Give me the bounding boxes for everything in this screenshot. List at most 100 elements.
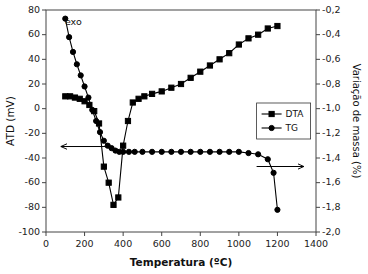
- y-tick: [42, 182, 46, 183]
- point: [217, 149, 222, 154]
- point: [275, 207, 280, 212]
- point: [67, 35, 72, 40]
- point: [140, 149, 145, 154]
- point: [271, 170, 276, 175]
- arrow: [257, 166, 304, 167]
- y-tick: [42, 84, 46, 85]
- point: [236, 42, 241, 47]
- y-tick-label: -40: [24, 152, 40, 163]
- y2-tick: [316, 232, 320, 233]
- point: [126, 149, 131, 154]
- x-tick: [277, 232, 278, 236]
- point: [136, 96, 141, 101]
- y-tick-label: 20: [28, 78, 40, 89]
- annotation: exo: [65, 16, 82, 27]
- arrow: [61, 146, 106, 147]
- point: [74, 62, 79, 67]
- point: [246, 36, 251, 41]
- point: [125, 118, 130, 123]
- point: [130, 100, 135, 105]
- y2-tick-label: -1,6: [322, 176, 341, 187]
- plot-frame: [46, 10, 316, 232]
- y2-tick: [316, 158, 320, 159]
- point: [116, 195, 121, 200]
- x-tick-label: 200: [76, 238, 94, 249]
- y2-tick: [316, 182, 320, 183]
- point: [169, 149, 174, 154]
- x-tick-label: 1000: [227, 238, 251, 249]
- point: [97, 130, 102, 135]
- y-tick: [42, 10, 46, 11]
- y-axis-label: ATD (mV): [4, 96, 16, 146]
- point: [217, 57, 222, 62]
- point: [178, 81, 183, 86]
- point: [256, 32, 261, 37]
- x-tick: [161, 232, 162, 236]
- y-tick: [42, 59, 46, 60]
- point: [198, 69, 203, 74]
- point: [188, 75, 193, 80]
- point: [265, 26, 270, 31]
- y2-tick-label: -1,8: [322, 201, 341, 212]
- legend-marker: [269, 125, 274, 130]
- point: [101, 164, 106, 169]
- point: [207, 149, 212, 154]
- y2-tick-label: -2,0: [322, 226, 341, 237]
- point: [227, 149, 232, 154]
- y-tick: [42, 133, 46, 134]
- y-tick-label: 60: [28, 28, 40, 39]
- point: [142, 94, 147, 99]
- x-tick-label: 600: [153, 238, 171, 249]
- y-tick-label: -80: [24, 201, 40, 212]
- y-tick-label: 0: [34, 102, 40, 113]
- point: [178, 149, 183, 154]
- point: [265, 157, 270, 162]
- y-tick: [42, 108, 46, 109]
- y2-tick-label: -1,4: [322, 152, 341, 163]
- point: [149, 91, 154, 96]
- point: [90, 107, 95, 112]
- x-tick-label: 800: [191, 238, 209, 249]
- y2-tick: [316, 108, 320, 109]
- legend-label: TG: [285, 123, 298, 133]
- x-axis-label: Temperatura (ºC): [130, 256, 232, 268]
- point: [121, 143, 126, 148]
- y2-tick: [316, 207, 320, 208]
- y2-tick: [316, 133, 320, 134]
- y-tick-label: 80: [28, 4, 40, 15]
- x-tick: [46, 232, 47, 236]
- background: [0, 0, 368, 274]
- legend-label: DTA: [286, 109, 305, 119]
- point: [121, 149, 126, 154]
- point: [159, 89, 164, 94]
- legend: DTA TG: [257, 103, 311, 139]
- y2-tick: [316, 84, 320, 85]
- legend-marker: [269, 111, 274, 116]
- point: [207, 63, 212, 68]
- y2-tick-label: -1,2: [322, 127, 341, 138]
- x-tick-label: 0: [43, 238, 49, 249]
- series-line: [65, 19, 277, 210]
- y2-tick: [316, 10, 320, 11]
- y-tick-label: -20: [24, 127, 40, 138]
- x-tick: [238, 232, 239, 236]
- x-tick-label: 1400: [304, 238, 328, 249]
- point: [227, 51, 232, 56]
- chart: 0200400600800100012001400-100-80-60-40-2…: [0, 0, 368, 274]
- point: [86, 95, 91, 100]
- y2-tick: [316, 59, 320, 60]
- y-tick: [42, 207, 46, 208]
- x-tick: [200, 232, 201, 236]
- point: [256, 152, 261, 157]
- legend-box: [257, 103, 311, 139]
- point: [111, 202, 116, 207]
- point: [70, 49, 75, 54]
- y2-tick: [316, 34, 320, 35]
- series-line: [65, 26, 277, 205]
- point: [188, 149, 193, 154]
- y-tick-label: -100: [18, 226, 40, 237]
- point: [94, 118, 99, 123]
- x-tick-label: 400: [114, 238, 132, 249]
- point: [106, 180, 111, 185]
- y-tick-label: 40: [28, 53, 40, 64]
